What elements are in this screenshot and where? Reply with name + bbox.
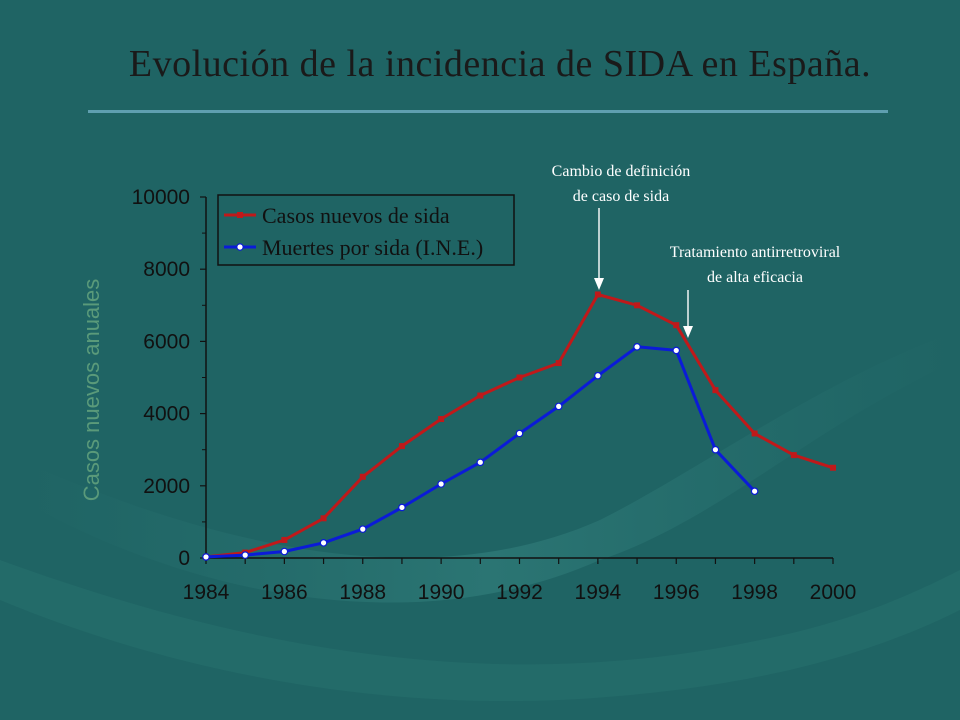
data-point-casos: [477, 392, 484, 399]
x-tick-label: 1998: [731, 581, 778, 604]
data-point-muertes: [515, 429, 524, 438]
data-point-muertes: [398, 503, 406, 512]
x-tick-label: 1992: [496, 581, 543, 604]
annotation-treatment-arrow: [683, 290, 693, 338]
y-axis-label: Casos nuevos anuales: [79, 279, 104, 502]
data-point-casos: [281, 536, 288, 543]
y-tick-label: 10000: [132, 186, 190, 209]
data-point-casos: [634, 302, 641, 309]
x-tick-label: 2000: [810, 581, 857, 604]
x-tick-label: 1984: [183, 581, 230, 604]
data-point-casos: [516, 374, 523, 381]
data-point-muertes: [672, 346, 681, 355]
x-tick-label: 1988: [339, 581, 386, 604]
series-layer: [202, 291, 836, 561]
data-point-muertes: [594, 371, 602, 380]
slide-title: Evolución de la incidencia de SIDA en Es…: [128, 43, 872, 85]
y-tick-label: 8000: [143, 258, 190, 281]
x-tick-label: 1996: [653, 581, 700, 604]
annotation-treatment-line2: de alta eficacia: [707, 269, 803, 286]
x-tick-label: 1990: [418, 581, 465, 604]
legend-label-muertes: Muertes por sida (I.N.E.): [262, 235, 483, 260]
data-point-casos: [712, 387, 719, 394]
data-point-casos: [673, 322, 680, 329]
data-point-casos: [790, 452, 797, 459]
x-tick-label: 1994: [575, 581, 622, 604]
data-point-muertes: [202, 553, 210, 561]
data-point-muertes: [358, 525, 367, 533]
data-point-casos: [751, 430, 758, 437]
ticks: 0 2000 4000 6000 8000 10000 1984 1986 1988 1990 19…: [132, 186, 857, 604]
series-line-casos: [205, 293, 834, 559]
annotations: Cambio de definición de caso de sida Tra…: [552, 163, 841, 338]
data-point-casos: [398, 443, 405, 450]
legend-label-casos: Casos nuevos de sida: [262, 203, 450, 228]
annotation-definition-line1: Cambio de definición: [552, 163, 691, 180]
annotation-definition-line2: de caso de sida: [573, 188, 669, 205]
annotation-treatment-line1: Tratamiento antirretroviral: [670, 244, 841, 261]
data-point-muertes: [554, 402, 563, 411]
data-point-casos: [594, 291, 601, 298]
data-point-casos: [438, 416, 445, 423]
data-point-muertes: [476, 458, 485, 467]
data-point-casos: [359, 473, 366, 480]
data-point-muertes: [711, 445, 720, 454]
data-point-casos: [830, 464, 836, 471]
annotation-definition-arrow: [594, 208, 604, 290]
data-point-muertes: [633, 343, 641, 351]
y-tick-label: 4000: [143, 403, 190, 426]
data-point-muertes: [280, 547, 289, 556]
y-tick-label: 0: [178, 547, 190, 570]
data-point-muertes: [241, 551, 249, 559]
data-point-muertes: [437, 480, 445, 488]
legend: Casos nuevos de sida Muertes por sida (I…: [217, 194, 515, 266]
legend-marker-muertes: [236, 243, 244, 251]
data-point-casos: [555, 360, 562, 367]
y-tick-label: 2000: [143, 475, 190, 498]
data-point-muertes: [319, 539, 328, 547]
legend-marker-casos: [237, 212, 243, 218]
data-point-muertes: [750, 487, 759, 496]
series-line-muertes: [205, 345, 756, 559]
legend-box: [217, 194, 515, 266]
y-tick-label: 6000: [143, 330, 190, 353]
data-point-casos: [320, 515, 327, 522]
title-divider: [88, 110, 888, 113]
x-tick-label: 1986: [261, 581, 308, 604]
